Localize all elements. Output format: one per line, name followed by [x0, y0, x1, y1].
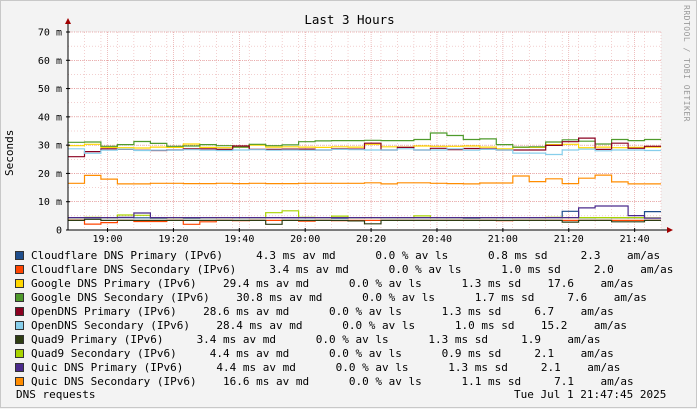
rrdtool-watermark: RRDTOOL / TOBI OETIKER [682, 5, 691, 122]
y-tick-label: 40 m [38, 112, 62, 123]
x-tick-label: 19:40 [224, 234, 254, 245]
legend-swatch [15, 251, 24, 260]
legend-label: Cloudflare DNS Primary (IPv6) 4.3 ms av … [31, 249, 661, 262]
x-tick-label: 21:00 [488, 234, 518, 245]
legend-swatch [15, 335, 24, 344]
legend-label: Quad9 Primary (IPv6) 3.4 ms av md 0.0 % … [31, 333, 601, 346]
x-tick-label: 21:20 [554, 234, 584, 245]
legend-label: Cloudflare DNS Secondary (IPv6) 3.4 ms a… [31, 263, 674, 276]
y-axis-arrow [65, 18, 71, 24]
y-tick-label: 30 m [38, 141, 62, 152]
y-tick-label: 20 m [38, 169, 62, 180]
x-tick-label: 20:40 [422, 234, 452, 245]
legend-label: OpenDNS Primary (IPv6) 28.6 ms av md 0.0… [31, 305, 614, 318]
x-tick-label: 20:20 [356, 234, 386, 245]
legend-swatch [15, 349, 24, 358]
legend-swatch [15, 363, 24, 372]
legend-label: Google DNS Secondary (IPv6) 30.8 ms av m… [31, 291, 647, 304]
legend-label: Quad9 Secondary (IPv6) 4.4 ms av md 0.0 … [31, 347, 614, 360]
series-line-8 [68, 205, 661, 219]
x-tick-label: 21:40 [620, 234, 650, 245]
y-tick-label: 50 m [38, 84, 62, 95]
legend-label: Google DNS Primary (IPv6) 29.4 ms av md … [31, 277, 634, 290]
footer-graph-name: DNS requests [16, 388, 96, 401]
legend-swatch [15, 377, 24, 386]
y-tick-label: 60 m [38, 56, 62, 67]
series-line-6 [68, 218, 661, 225]
legend-swatch [15, 321, 24, 330]
legend-swatch [15, 293, 24, 302]
x-tick-label: 19:00 [92, 234, 122, 245]
y-tick-label: 70 m [38, 28, 62, 39]
legend-label: Quic DNS Primary (IPv6) 4.4 ms av md 0.0… [31, 361, 621, 374]
legend-label: OpenDNS Secondary (IPv6) 28.4 ms av md 0… [31, 319, 628, 332]
y-tick-label: 0 [56, 226, 62, 237]
series-line-5 [68, 148, 661, 156]
chart-title: Last 3 Hours [304, 12, 395, 27]
legend-swatch [15, 307, 24, 316]
x-tick-label: 19:20 [158, 234, 188, 245]
legend-label: Quic DNS Secondary (IPv6) 16.6 ms av md … [31, 375, 634, 388]
x-axis-arrow [667, 227, 673, 233]
series-line-9 [68, 174, 661, 185]
footer-timestamp: Tue Jul 1 21:47:45 2025 [514, 388, 667, 401]
y-tick-label: 10 m [38, 197, 62, 208]
series-line-3 [68, 132, 661, 148]
legend-swatch [15, 279, 24, 288]
x-tick-label: 20:00 [290, 234, 320, 245]
legend-swatch [15, 265, 24, 274]
